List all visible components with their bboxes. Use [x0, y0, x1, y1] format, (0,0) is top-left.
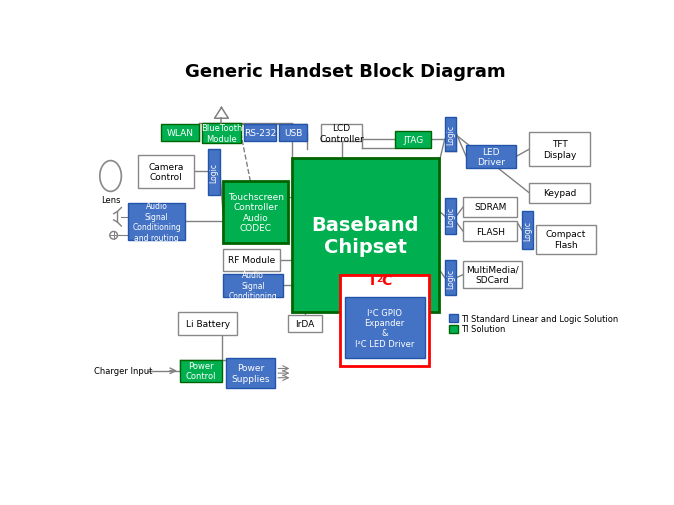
Text: Li Battery: Li Battery: [185, 320, 230, 329]
Text: JTAG: JTAG: [403, 135, 423, 144]
Text: Power
Supplies: Power Supplies: [231, 364, 270, 383]
FancyBboxPatch shape: [530, 183, 590, 204]
Text: Logic: Logic: [523, 221, 532, 240]
Text: LED
Driver: LED Driver: [477, 148, 505, 167]
Text: C: C: [381, 273, 391, 287]
FancyBboxPatch shape: [536, 225, 596, 254]
Text: I: I: [369, 273, 375, 287]
Ellipse shape: [100, 161, 121, 192]
Text: BlueTooth
Module: BlueTooth Module: [201, 124, 242, 143]
FancyBboxPatch shape: [321, 125, 363, 142]
FancyBboxPatch shape: [463, 197, 517, 217]
Text: WLAN: WLAN: [166, 129, 193, 138]
FancyBboxPatch shape: [466, 146, 516, 169]
FancyBboxPatch shape: [160, 125, 199, 142]
Text: Touchscreen
Controller
Audio
CODEC: Touchscreen Controller Audio CODEC: [228, 193, 284, 233]
FancyBboxPatch shape: [445, 199, 456, 234]
Text: Generic Handset Block Diagram: Generic Handset Block Diagram: [185, 63, 506, 81]
FancyBboxPatch shape: [445, 261, 456, 296]
Text: 2: 2: [376, 274, 382, 283]
FancyBboxPatch shape: [202, 124, 241, 143]
FancyBboxPatch shape: [223, 249, 280, 271]
FancyBboxPatch shape: [128, 204, 185, 240]
Text: I²C GPIO
Expander
&
I²C LED Driver: I²C GPIO Expander & I²C LED Driver: [355, 308, 415, 348]
Text: Keypad: Keypad: [543, 189, 576, 198]
Text: TI Solution: TI Solution: [461, 325, 506, 334]
FancyBboxPatch shape: [223, 274, 283, 297]
Text: USB: USB: [284, 129, 302, 138]
FancyBboxPatch shape: [179, 313, 237, 336]
Text: SDRAM: SDRAM: [474, 203, 506, 212]
FancyBboxPatch shape: [463, 262, 522, 288]
Text: Lens: Lens: [101, 196, 121, 205]
Text: Camera
Control: Camera Control: [148, 162, 184, 182]
Text: Logic: Logic: [446, 124, 455, 144]
Text: Audio
Signal
Conditioning
and routing: Audio Signal Conditioning and routing: [132, 202, 181, 242]
FancyBboxPatch shape: [396, 131, 431, 148]
Circle shape: [110, 232, 117, 240]
FancyBboxPatch shape: [226, 359, 276, 388]
Text: RF Module: RF Module: [228, 256, 275, 265]
Text: Baseband
Chipset: Baseband Chipset: [311, 215, 419, 256]
Text: Logic: Logic: [446, 207, 455, 227]
FancyBboxPatch shape: [244, 125, 276, 142]
FancyBboxPatch shape: [530, 133, 590, 167]
FancyBboxPatch shape: [463, 222, 517, 242]
Text: Charger Input: Charger Input: [94, 367, 152, 376]
Text: FLASH: FLASH: [476, 227, 505, 236]
FancyBboxPatch shape: [288, 316, 321, 333]
FancyBboxPatch shape: [279, 125, 307, 142]
Text: Compact
Flash: Compact Flash: [545, 230, 586, 249]
Bar: [450, 325, 458, 333]
Text: IrDA: IrDA: [295, 320, 314, 329]
Text: Power
Control: Power Control: [186, 362, 216, 381]
Text: RS-232: RS-232: [244, 129, 276, 138]
FancyBboxPatch shape: [180, 360, 222, 382]
Text: Logic: Logic: [210, 163, 218, 183]
FancyBboxPatch shape: [138, 156, 193, 188]
FancyBboxPatch shape: [208, 150, 220, 196]
FancyBboxPatch shape: [522, 211, 533, 249]
Text: TFT
Display: TFT Display: [543, 140, 576, 160]
Text: Audio
Signal
Conditioning: Audio Signal Conditioning: [228, 271, 278, 300]
Text: TI Standard Linear and Logic Solution: TI Standard Linear and Logic Solution: [461, 314, 618, 323]
Text: LCD
Controller: LCD Controller: [319, 124, 364, 143]
Text: Logic: Logic: [446, 268, 455, 288]
FancyBboxPatch shape: [223, 182, 288, 243]
Text: MultiMedia/
SDCard: MultiMedia/ SDCard: [466, 265, 519, 285]
FancyBboxPatch shape: [445, 118, 456, 152]
FancyBboxPatch shape: [293, 159, 439, 313]
FancyBboxPatch shape: [340, 276, 429, 367]
Bar: [450, 314, 458, 323]
FancyBboxPatch shape: [344, 297, 425, 359]
